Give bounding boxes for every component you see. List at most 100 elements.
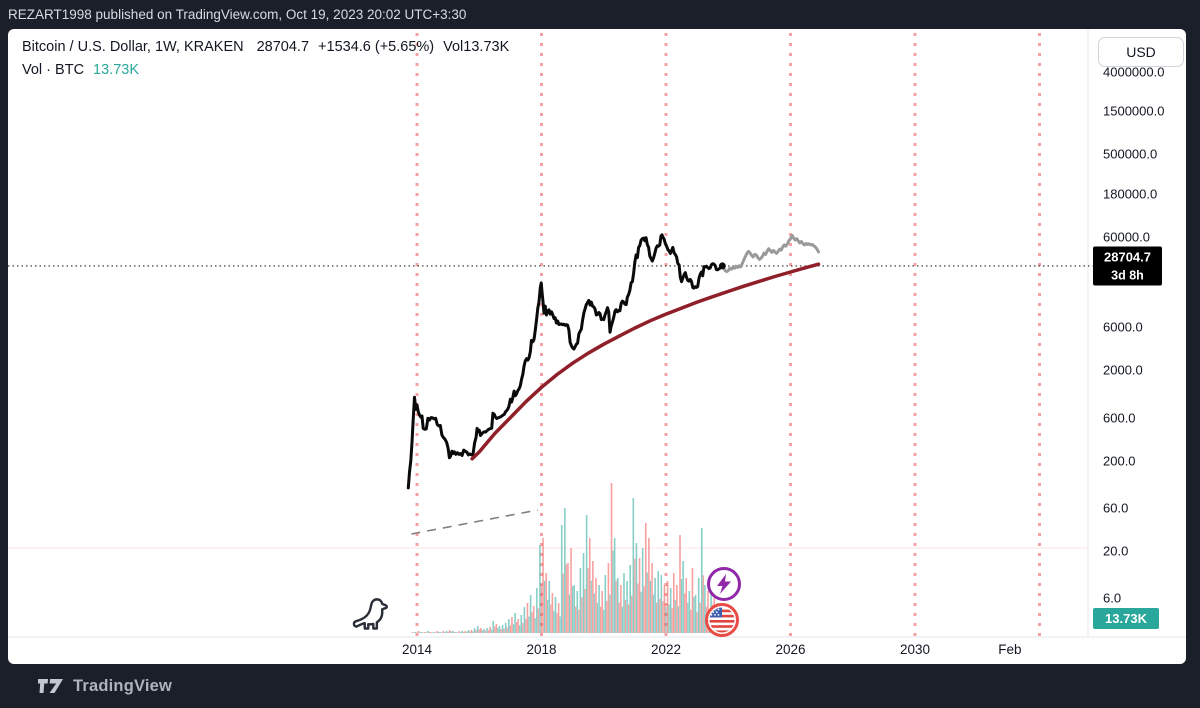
- volume-bar: [529, 595, 532, 633]
- volume-bar: [631, 595, 633, 633]
- volume-bar: [603, 609, 605, 633]
- volume-bar: [547, 600, 549, 633]
- volume-bar: [676, 585, 678, 633]
- volume-bar: [500, 629, 502, 633]
- price-change: +1534.6 (+5.65%): [318, 39, 435, 55]
- volume-bar: [534, 618, 536, 633]
- volume-study-label: Vol · BTC: [22, 62, 85, 78]
- volume-bar: [576, 591, 579, 633]
- volume-bar: [606, 601, 608, 633]
- volume-bar: [537, 608, 539, 633]
- volume-bar: [693, 597, 695, 633]
- volume-bar: [548, 581, 551, 633]
- volume-bar: [522, 623, 524, 633]
- price-history[interactable]: [406, 233, 724, 490]
- volume-bar: [578, 609, 580, 633]
- chart-legend: Bitcoin / U.S. Dollar, 1W, KRAKEN 28704.…: [22, 37, 509, 80]
- volume-study-row[interactable]: Vol · BTC 13.73K: [22, 60, 509, 80]
- log-growth-curve[interactable]: [470, 262, 821, 461]
- volume-bar: [644, 523, 647, 633]
- volume-bar: [601, 591, 603, 633]
- volume-bar: [637, 583, 639, 633]
- volume-bar: [411, 632, 414, 633]
- price-projection[interactable]: [720, 233, 820, 274]
- volume-bar: [430, 632, 432, 633]
- volume-bar: [556, 613, 558, 633]
- volume-bar: [520, 615, 523, 633]
- volume-bar: [640, 591, 642, 633]
- volume-bar: [422, 632, 424, 633]
- last-price: 28704.7: [256, 39, 310, 55]
- volume-bar: [475, 630, 477, 633]
- volume-bar: [498, 626, 501, 633]
- volume-bar: [559, 616, 561, 633]
- volume-bar: [560, 525, 563, 633]
- symbol-title: Bitcoin / U.S. Dollar, 1W, KRAKEN: [22, 39, 244, 55]
- volume-bar: [420, 632, 423, 633]
- volume-bar: [442, 631, 445, 633]
- volume-bar: [526, 603, 529, 633]
- volume-bar: [536, 588, 538, 633]
- tradingview-brand-text[interactable]: TradingView: [73, 676, 173, 695]
- volume-bar: [487, 630, 490, 633]
- volume-bar: [492, 621, 495, 633]
- volume-bar: [416, 632, 418, 633]
- volume-bar: [702, 575, 704, 633]
- volume-bar: [663, 585, 666, 633]
- volume-bar: [659, 598, 661, 633]
- volume-bar: [652, 594, 655, 633]
- dinosaur-icon: [352, 598, 388, 630]
- volume-bar: [445, 631, 448, 633]
- volume-bar: [489, 627, 491, 633]
- currency-usd-button[interactable]: USD: [1098, 37, 1184, 67]
- volume-bar: [480, 628, 482, 633]
- volume-bar: [634, 558, 636, 633]
- volume-bar: [668, 604, 670, 633]
- volume-bar: [461, 631, 463, 633]
- volume-bar: [483, 629, 485, 633]
- volume-bar: [504, 623, 507, 633]
- volume-bar: [662, 601, 664, 633]
- volume-bar: [472, 631, 474, 633]
- volume-bar: [478, 629, 480, 633]
- volume-bar: [590, 580, 592, 633]
- volume-bar: [476, 626, 479, 633]
- volume-bar: [623, 573, 625, 633]
- volume-bar: [417, 631, 420, 633]
- volume-bar: [643, 586, 645, 633]
- lightning-badge-icon: [707, 567, 741, 601]
- volume-bar: [435, 632, 437, 633]
- volume-bar: [669, 588, 672, 633]
- volume-bar: [620, 585, 622, 633]
- volume-bar: [481, 630, 483, 633]
- volume-bar: [514, 613, 516, 633]
- volume-bar: [540, 584, 543, 633]
- volume-bar: [450, 631, 452, 633]
- volume-bar: [684, 593, 686, 633]
- tradingview-logo-icon[interactable]: [38, 678, 64, 694]
- volume-bar: [679, 535, 681, 633]
- volume-bar: [665, 606, 667, 633]
- volume-bar: [506, 627, 508, 633]
- volume-bar: [690, 609, 692, 633]
- volume-bar: [539, 545, 541, 633]
- volume-bar: [542, 538, 544, 633]
- volume-bar: [550, 604, 552, 633]
- volume-bar: [545, 573, 547, 633]
- volume-bar: [651, 563, 653, 633]
- volume-bar: [609, 594, 611, 633]
- volume-bar: [491, 629, 493, 633]
- volume-bar: [463, 631, 465, 633]
- volume-bar: [455, 632, 457, 633]
- volume-bar: [656, 602, 658, 633]
- volume-bar: [564, 508, 566, 633]
- symbol-legend-row[interactable]: Bitcoin / U.S. Dollar, 1W, KRAKEN 28704.…: [22, 37, 509, 57]
- volume-bar: [666, 581, 669, 633]
- volume-bar: [635, 543, 638, 633]
- volume-bar: [554, 597, 557, 633]
- volume-bar: [646, 572, 648, 633]
- volume-trendline[interactable]: [411, 509, 538, 535]
- volume-bar: [654, 578, 656, 633]
- volume-bar: [438, 631, 440, 633]
